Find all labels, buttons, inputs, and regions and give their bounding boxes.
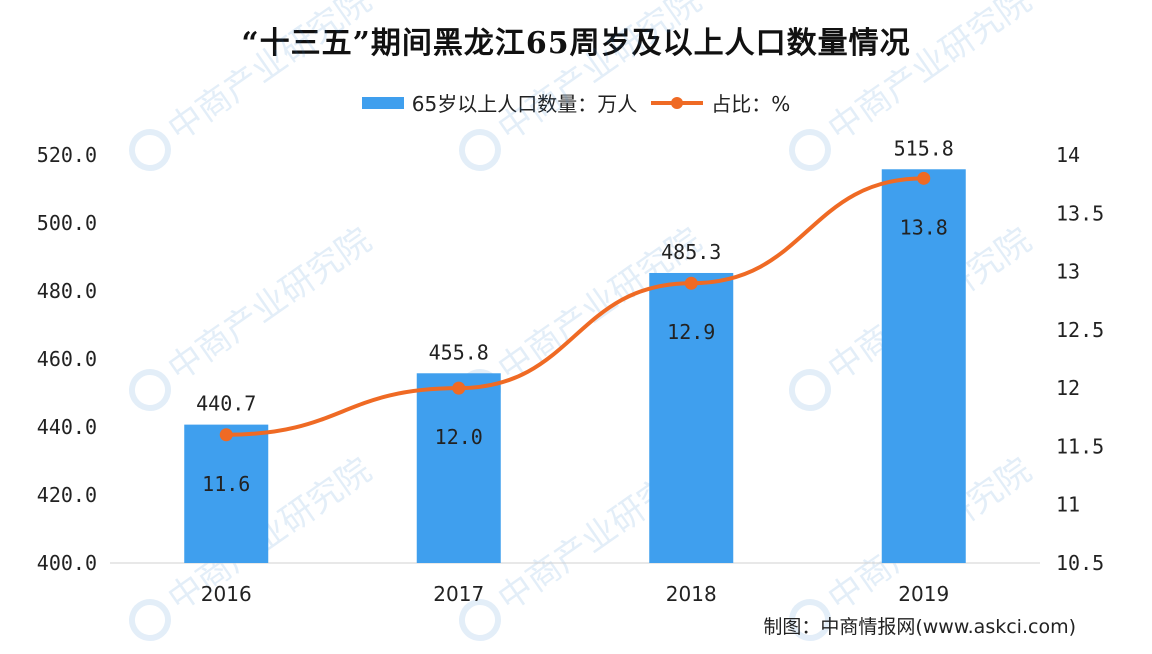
y-left-tick-label: 440.0 xyxy=(37,415,97,439)
share-value-label: 13.8 xyxy=(900,215,948,239)
y-right-tick-label: 13 xyxy=(1056,260,1080,284)
legend-item-bar: 65岁以上人口数量：万人 xyxy=(361,88,638,117)
y-left-tick-label: 420.0 xyxy=(37,483,97,507)
bar-2016 xyxy=(184,424,269,563)
chart-legend: 65岁以上人口数量：万人 占比：% xyxy=(0,88,1152,117)
x-tick-label: 2017 xyxy=(433,582,484,606)
legend-swatch-bar xyxy=(361,96,404,109)
y-left-tick-label: 400.0 xyxy=(37,551,97,575)
legend-item-line: 占比：% xyxy=(651,88,790,117)
share-value-label: 12.0 xyxy=(435,425,483,449)
y-left-tick-label: 460.0 xyxy=(37,347,97,371)
share-point-2019 xyxy=(917,171,931,185)
bar-value-label: 485.3 xyxy=(661,240,721,264)
bar-value-label: 515.8 xyxy=(894,136,954,160)
y-left-tick-label: 480.0 xyxy=(37,279,97,303)
legend-label-line: 占比：% xyxy=(711,92,791,116)
share-point-2018 xyxy=(684,276,698,290)
y-right-tick-label: 11 xyxy=(1056,493,1080,517)
y-left-tick-label: 500.0 xyxy=(37,211,97,235)
x-tick-label: 2019 xyxy=(898,582,949,606)
y-right-tick-label: 11.5 xyxy=(1056,434,1104,458)
y-right-tick-label: 10.5 xyxy=(1056,551,1104,575)
legend-swatch-line xyxy=(651,96,704,109)
y-left-tick-label: 520.0 xyxy=(37,143,97,167)
source-credit: 制图：中商情报网(www.askci.com) xyxy=(763,616,1076,638)
bar-2019 xyxy=(881,169,966,563)
x-tick-label: 2016 xyxy=(201,582,252,606)
y-right-tick-label: 12 xyxy=(1056,376,1080,400)
bar-value-label: 455.8 xyxy=(429,340,489,364)
share-line xyxy=(224,176,926,437)
legend-label-bar: 65岁以上人口数量：万人 xyxy=(411,92,638,116)
share-point-2017 xyxy=(452,381,466,395)
bar-2017 xyxy=(416,373,501,563)
y-right-tick-label: 13.5 xyxy=(1056,201,1104,225)
x-tick-label: 2018 xyxy=(666,582,717,606)
share-point-2016 xyxy=(219,428,233,442)
chart-title: “十三五”期间黑龙江65周岁及以上人口数量情况 xyxy=(241,26,911,61)
y-right-tick-label: 14 xyxy=(1056,143,1080,167)
y-right-tick-label: 12.5 xyxy=(1056,318,1104,342)
bar-2018 xyxy=(649,272,734,563)
share-value-label: 12.9 xyxy=(667,320,715,344)
bar-value-label: 440.7 xyxy=(196,392,256,416)
share-value-label: 11.6 xyxy=(202,472,250,496)
